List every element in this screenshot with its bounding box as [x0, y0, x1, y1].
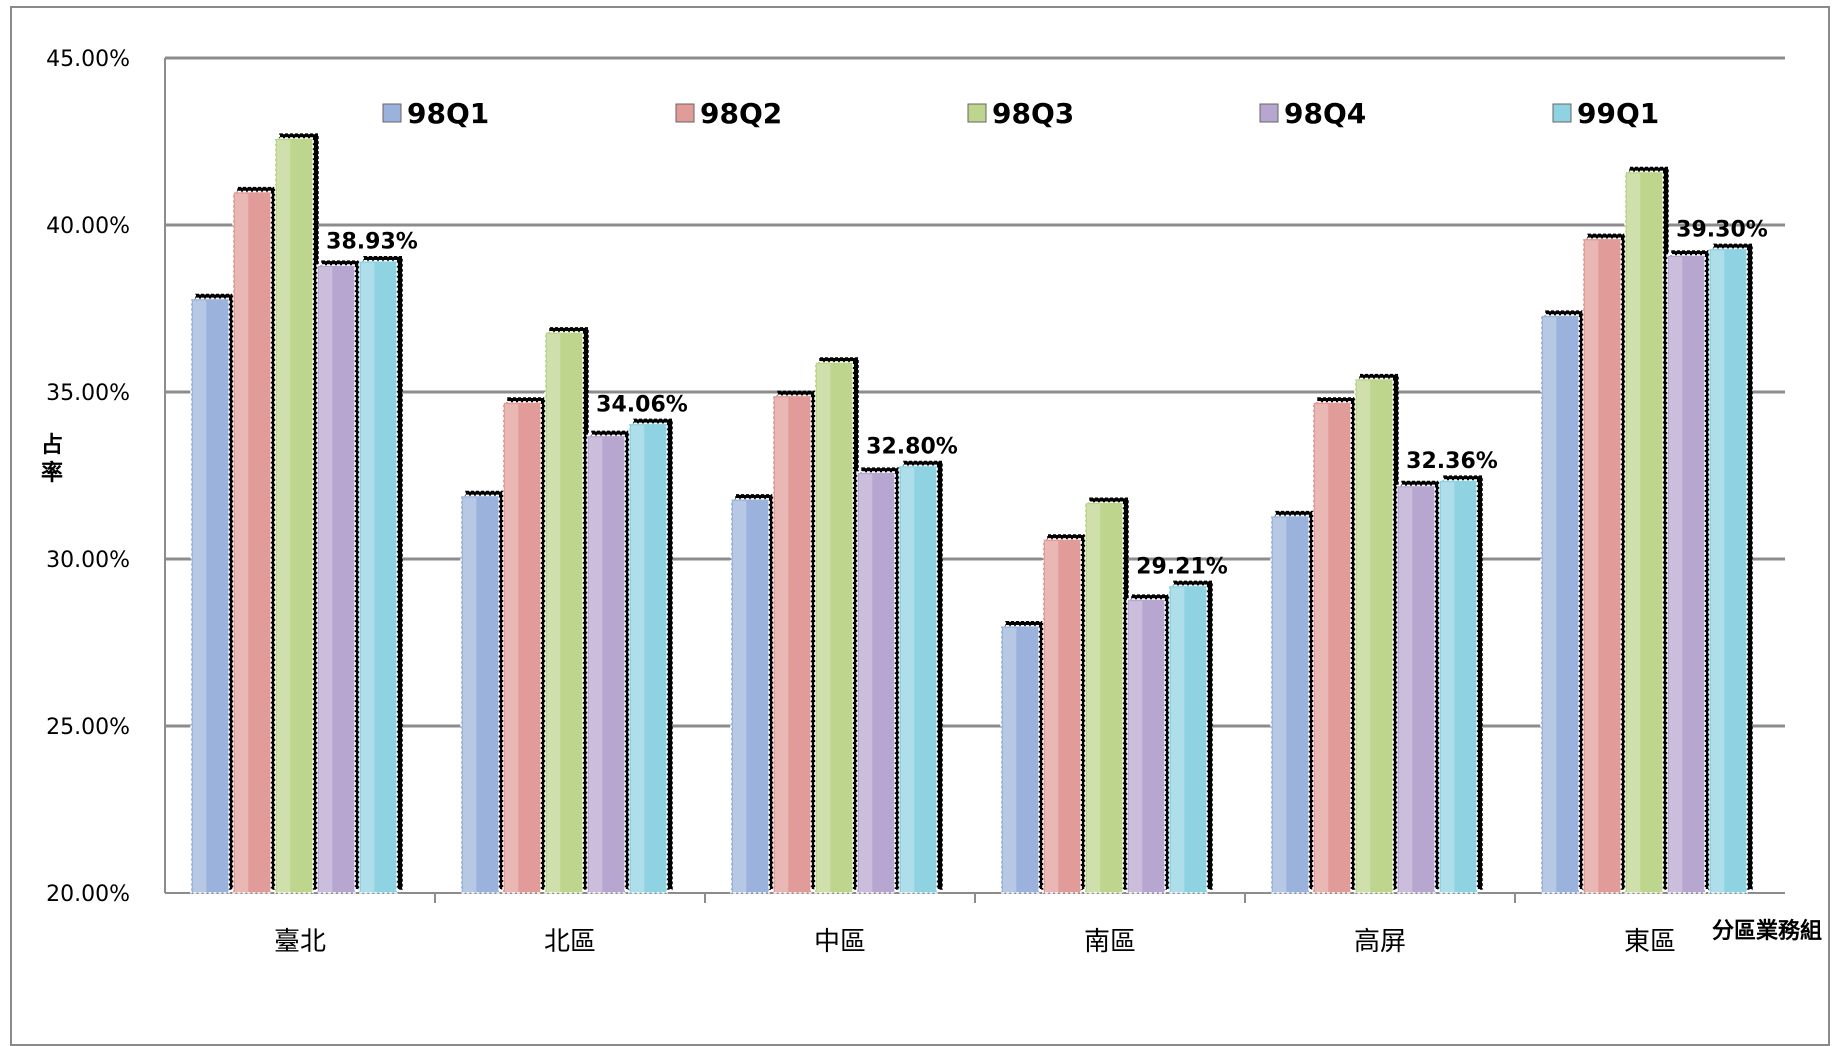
- bar-highlight: [277, 140, 291, 893]
- bar-highlight: [1441, 482, 1455, 893]
- bar-98Q4: [316, 264, 356, 894]
- legend-label: 98Q3: [992, 97, 1074, 130]
- bar-highlight: [733, 500, 747, 893]
- legend-swatch-98Q4: [1259, 103, 1279, 123]
- bar-highlight: [589, 437, 603, 893]
- bar-98Q3: [1624, 170, 1664, 894]
- bar-highlight: [1087, 504, 1101, 893]
- data-label: 32.36%: [1406, 449, 1498, 474]
- bar-98Q2: [1582, 237, 1622, 894]
- bar-highlight: [1129, 601, 1143, 893]
- y-axis-title: 占: [41, 433, 63, 458]
- bar-98Q4: [1396, 484, 1436, 894]
- bar-highlight: [547, 333, 561, 893]
- bar-highlight: [1711, 250, 1725, 893]
- legend-swatch-98Q3: [967, 103, 987, 123]
- bar-99Q1: [628, 422, 668, 894]
- legend-swatch-98Q2: [675, 103, 695, 123]
- bar-98Q1: [1270, 514, 1310, 894]
- bar-99Q1: [1708, 247, 1748, 894]
- data-label: 39.30%: [1676, 217, 1768, 242]
- bar-highlight: [1315, 404, 1329, 893]
- y-axis-title: 率: [41, 460, 63, 486]
- bar-highlight: [1669, 257, 1683, 893]
- bar-98Q1: [730, 498, 770, 894]
- x-category-label: 東區: [1624, 927, 1676, 957]
- bar-99Q1: [898, 464, 938, 894]
- legend-label: 98Q4: [1284, 97, 1366, 130]
- bar-98Q2: [502, 401, 542, 894]
- bar-highlight: [1585, 240, 1599, 894]
- legend: 98Q1 98Q2 98Q3 98Q4 99Q1: [382, 97, 1659, 130]
- x-category-label: 中區: [814, 927, 866, 957]
- bar-highlight: [1273, 517, 1287, 893]
- bar-highlight: [817, 363, 831, 893]
- bar-highlight: [193, 300, 207, 894]
- bar-98Q3: [1354, 377, 1394, 894]
- data-label: 29.21%: [1136, 554, 1228, 579]
- bar-highlight: [235, 193, 249, 894]
- x-category-label: 高屏: [1354, 927, 1406, 957]
- y-tick-label: 25.00%: [46, 715, 130, 740]
- bar-highlight: [319, 267, 333, 894]
- bar-98Q4: [586, 434, 626, 894]
- labels: 20.00% 25.00% 30.00% 35.00% 40.00% 45.00% 38.9…: [41, 47, 1822, 957]
- bar-highlight: [463, 497, 477, 893]
- legend-swatch-98Q1: [382, 103, 402, 123]
- bar-99Q1: [1168, 584, 1208, 894]
- bar-98Q3: [274, 137, 314, 894]
- bars: [190, 137, 1748, 894]
- bar-98Q3: [544, 331, 584, 894]
- axes: [164, 58, 1785, 903]
- bar-highlight: [631, 425, 645, 893]
- bar-highlight: [1045, 540, 1059, 893]
- data-label: 38.93%: [326, 230, 418, 255]
- bar-highlight: [859, 474, 873, 893]
- bar-98Q4: [1126, 598, 1166, 894]
- bar-99Q1: [358, 259, 398, 894]
- legend-label: 98Q2: [700, 97, 782, 130]
- bar-highlight: [1399, 487, 1413, 893]
- x-axis-title: 分區業務組: [1712, 918, 1822, 944]
- bar-highlight: [1357, 380, 1371, 893]
- data-label: 32.80%: [866, 434, 958, 459]
- y-tick-label: 35.00%: [46, 381, 130, 406]
- bar-highlight: [775, 397, 789, 893]
- bar-99Q1: [1438, 479, 1478, 894]
- bar-highlight: [1171, 587, 1185, 893]
- legend-label: 99Q1: [1577, 97, 1659, 130]
- y-tick-label: 40.00%: [46, 214, 130, 239]
- bar-highlight: [1003, 627, 1017, 893]
- bar-98Q3: [1084, 501, 1124, 894]
- bar-98Q2: [1042, 538, 1082, 894]
- bar-highlight: [901, 467, 915, 893]
- bar-98Q2: [772, 394, 812, 894]
- bar-98Q3: [814, 361, 854, 894]
- y-tick-label: 45.00%: [46, 47, 130, 72]
- x-category-label: 臺北: [274, 927, 326, 957]
- legend-label: 98Q1: [407, 97, 489, 130]
- x-category-label: 南區: [1084, 927, 1136, 957]
- data-label: 34.06%: [596, 392, 688, 417]
- bar-98Q1: [1000, 625, 1040, 894]
- x-category-label: 北區: [544, 927, 596, 957]
- bar-98Q1: [190, 297, 230, 894]
- y-tick-label: 20.00%: [46, 882, 130, 907]
- bar-98Q1: [460, 494, 500, 894]
- bar-chart: 20.00% 25.00% 30.00% 35.00% 40.00% 45.00% 38.9…: [41, 47, 1822, 957]
- bar-highlight: [1627, 173, 1641, 893]
- bar-highlight: [361, 262, 375, 893]
- bar-98Q4: [1666, 254, 1706, 894]
- legend-swatch-99Q1: [1552, 103, 1572, 123]
- bar-98Q4: [856, 471, 896, 894]
- bar-highlight: [505, 404, 519, 893]
- y-tick-label: 30.00%: [46, 548, 130, 573]
- bar-98Q2: [232, 190, 272, 894]
- bar-98Q1: [1540, 314, 1580, 894]
- grid-lines: [165, 56, 1785, 728]
- bar-highlight: [1543, 317, 1557, 893]
- bar-98Q2: [1312, 401, 1352, 894]
